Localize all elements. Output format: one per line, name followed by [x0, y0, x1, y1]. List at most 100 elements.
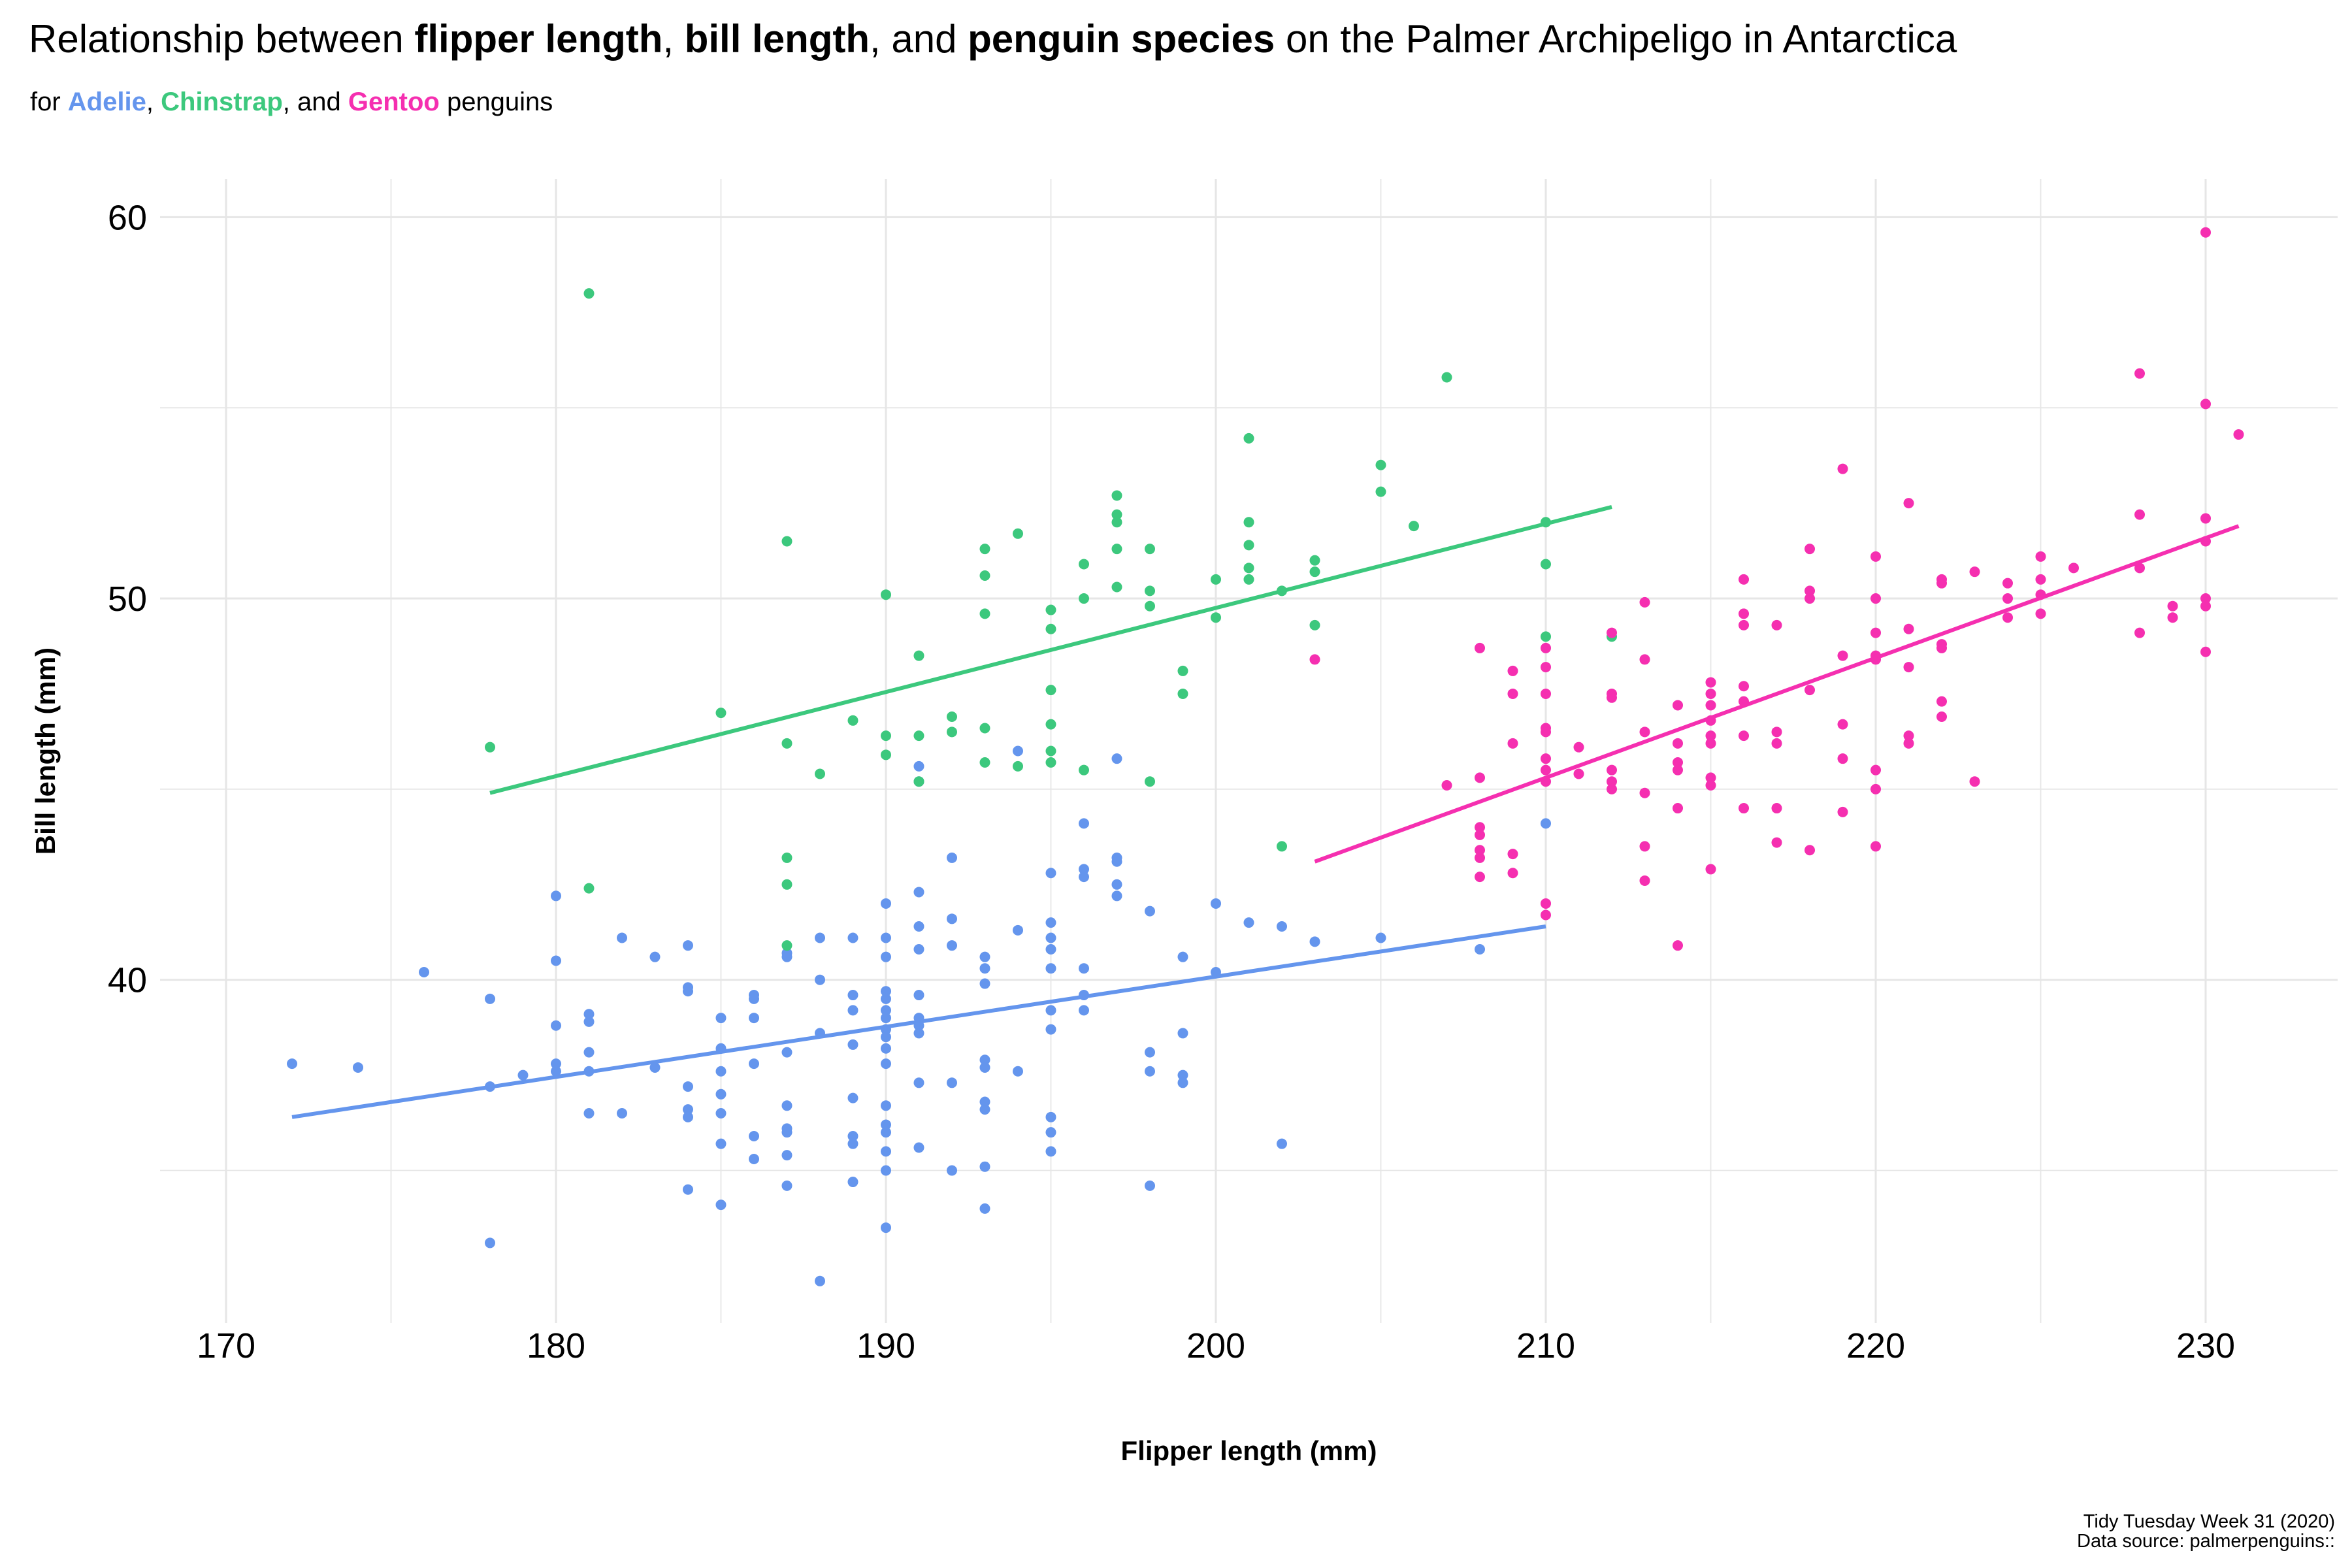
data-point-gentoo	[1705, 715, 1716, 726]
data-point-adelie	[683, 940, 693, 951]
data-point-adelie	[847, 1131, 858, 1142]
data-point-adelie	[715, 1013, 727, 1024]
data-point-gentoo	[1475, 829, 1485, 840]
data-point-adelie	[913, 1013, 924, 1024]
data-point-chinstrap	[1045, 745, 1056, 757]
data-point-gentoo	[2134, 368, 2145, 379]
data-point-chinstrap	[1243, 540, 1254, 551]
data-point-gentoo	[1936, 711, 1947, 722]
data-point-adelie	[517, 1070, 529, 1081]
data-point-chinstrap	[1409, 521, 1419, 532]
data-point-adelie	[847, 990, 858, 1001]
data-points	[287, 227, 2244, 1286]
caption-line-week: Tidy Tuesday Week 31 (2020)	[2083, 1511, 2335, 1532]
data-point-chinstrap	[1045, 623, 1056, 634]
subtitle-species-adelie: Adelie	[67, 88, 146, 116]
data-point-adelie	[749, 1131, 759, 1142]
data-point-gentoo	[1705, 688, 1716, 699]
data-point-gentoo	[2035, 608, 2046, 619]
data-point-gentoo	[1805, 845, 1815, 856]
data-point-adelie	[749, 1154, 759, 1165]
data-point-gentoo	[1903, 623, 1914, 634]
data-point-adelie	[1045, 917, 1056, 928]
data-point-gentoo	[1639, 787, 1650, 798]
data-point-chinstrap	[715, 708, 727, 719]
data-point-gentoo	[1541, 688, 1551, 699]
data-point-gentoo	[1805, 544, 1815, 555]
data-point-adelie	[715, 1066, 727, 1077]
data-point-adelie	[683, 986, 693, 997]
data-point-chinstrap	[781, 879, 792, 890]
data-point-chinstrap	[1243, 517, 1254, 528]
data-point-adelie	[979, 1203, 990, 1214]
data-point-gentoo	[1639, 841, 1650, 852]
data-point-chinstrap	[1277, 841, 1287, 852]
data-point-adelie	[847, 1039, 858, 1050]
data-point-chinstrap	[1375, 459, 1386, 470]
data-point-adelie	[683, 1104, 693, 1115]
caption: Tidy Tuesday Week 31 (2020) Data source:…	[2077, 1512, 2335, 1551]
data-point-adelie	[815, 974, 825, 985]
data-point-adelie	[847, 1177, 858, 1188]
data-point-adelie	[649, 1062, 661, 1073]
data-point-chinstrap	[781, 738, 792, 749]
data-point-gentoo	[1739, 574, 1749, 585]
data-point-adelie	[1079, 963, 1089, 974]
data-point-adelie	[551, 955, 561, 966]
data-point-adelie	[419, 967, 429, 978]
data-point-adelie	[781, 951, 792, 962]
data-point-adelie	[749, 1013, 759, 1024]
data-point-adelie	[1079, 864, 1089, 875]
data-point-chinstrap	[1111, 581, 1122, 593]
chart-subtitle: for Adelie, Chinstrap, and Gentoo pengui…	[30, 88, 553, 116]
data-point-adelie	[1111, 856, 1122, 867]
data-point-chinstrap	[913, 776, 924, 787]
data-point-adelie	[1045, 1146, 1056, 1157]
data-point-gentoo	[1739, 681, 1749, 692]
data-point-adelie	[781, 1100, 792, 1111]
data-point-adelie	[913, 760, 924, 772]
data-point-adelie	[1177, 951, 1188, 962]
data-point-gentoo	[2200, 536, 2211, 547]
data-point-gentoo	[1673, 757, 1683, 768]
data-point-adelie	[979, 978, 990, 989]
data-point-chinstrap	[1309, 555, 1320, 566]
data-point-adelie	[881, 1165, 891, 1176]
data-point-gentoo	[1573, 742, 1584, 753]
data-point-chinstrap	[583, 288, 595, 299]
data-point-adelie	[881, 986, 891, 997]
data-point-adelie	[1309, 936, 1320, 947]
tick-labels: 170 180 190 200 210 220 230 40 50 60	[108, 198, 2235, 1365]
data-point-gentoo	[2200, 513, 2211, 524]
data-point-adelie	[485, 1081, 495, 1092]
data-point-chinstrap	[1309, 619, 1320, 630]
data-point-chinstrap	[1145, 776, 1155, 787]
data-point-adelie	[847, 932, 858, 943]
data-point-adelie	[881, 1024, 891, 1035]
y-axis-title: Bill length (mm)	[30, 647, 61, 855]
data-point-adelie	[815, 1275, 825, 1286]
data-point-adelie	[1177, 1028, 1188, 1039]
data-point-chinstrap	[979, 723, 990, 734]
data-point-adelie	[1045, 1005, 1056, 1016]
data-point-gentoo	[1705, 700, 1716, 711]
data-point-gentoo	[2002, 593, 2013, 604]
chart-title: Relationship between flipper length, bil…	[29, 17, 1957, 61]
data-point-adelie	[1145, 1047, 1155, 1058]
data-point-chinstrap	[1013, 528, 1023, 539]
data-point-gentoo	[1805, 585, 1815, 596]
data-point-chinstrap	[1111, 509, 1122, 520]
data-point-adelie	[881, 932, 891, 943]
data-point-adelie	[913, 1077, 924, 1088]
data-point-adelie	[815, 1028, 825, 1039]
data-point-gentoo	[1739, 619, 1749, 630]
data-point-adelie	[583, 1016, 595, 1027]
data-point-adelie	[913, 1028, 924, 1039]
data-point-chinstrap	[913, 650, 924, 661]
data-point-chinstrap	[979, 608, 990, 619]
data-point-chinstrap	[1309, 566, 1320, 578]
data-point-chinstrap	[1243, 563, 1254, 574]
data-point-adelie	[1045, 1024, 1056, 1035]
data-point-gentoo	[2200, 646, 2211, 657]
